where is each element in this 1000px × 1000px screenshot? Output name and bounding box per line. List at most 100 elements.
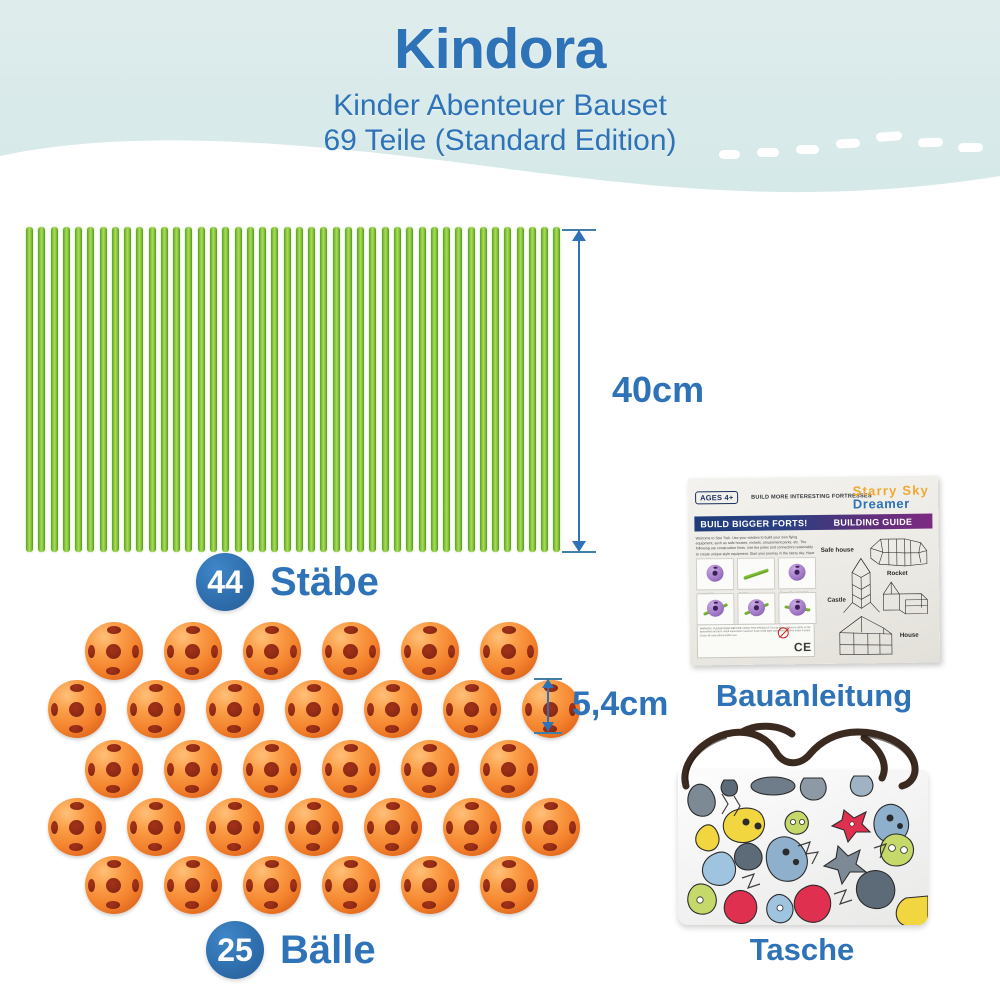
stick xyxy=(271,227,279,552)
ball-hole xyxy=(343,762,358,777)
manual-step-cell: 5. keep the angle correct xyxy=(737,592,776,630)
ball-hole xyxy=(502,860,516,868)
ball-hole xyxy=(307,684,321,692)
ball-hole xyxy=(290,645,297,658)
manual-sheet: AGES 4+ BUILD MORE INTERESTING FORTRESSE… xyxy=(687,475,941,666)
ball-hole xyxy=(211,645,218,658)
ball-hole xyxy=(501,667,515,675)
stick xyxy=(369,227,377,552)
ball-hole xyxy=(422,878,437,893)
ball-hole xyxy=(343,901,357,909)
ball-row xyxy=(20,798,580,856)
stick xyxy=(62,227,70,552)
ball-hole xyxy=(107,626,121,634)
ball-hole xyxy=(185,878,200,893)
bag-caption: Tasche xyxy=(749,932,855,967)
stick xyxy=(197,227,205,552)
stick xyxy=(50,227,58,552)
ball-hole xyxy=(290,763,297,776)
ball-hole xyxy=(385,702,400,717)
ball-hole xyxy=(253,703,260,716)
ball-hole xyxy=(422,901,436,909)
ball xyxy=(48,680,106,738)
ball-hole xyxy=(69,702,84,717)
ball-hole xyxy=(228,802,242,810)
ball-hole xyxy=(490,703,497,716)
stick xyxy=(553,227,561,552)
ball-hole xyxy=(422,667,436,675)
stick xyxy=(492,227,500,552)
sticks-count-circle: 44 xyxy=(196,553,254,611)
ball-hole xyxy=(306,702,321,717)
ball-hole xyxy=(464,820,479,835)
subtitle-line-1: Kinder Abenteuer Bauset xyxy=(333,89,667,122)
ball-hole xyxy=(290,879,297,892)
stick xyxy=(148,227,156,552)
ball xyxy=(48,798,106,856)
stick xyxy=(479,227,487,552)
manual-step-cell: 4. press rod into position xyxy=(696,592,735,631)
ball-hole xyxy=(344,744,358,752)
ball-hole xyxy=(569,703,576,716)
ball-hole xyxy=(501,878,516,893)
ball-hole xyxy=(88,879,95,892)
stick xyxy=(418,227,426,552)
ball-hole xyxy=(344,860,358,868)
ball-hole xyxy=(148,843,162,851)
ball-hole xyxy=(332,703,339,716)
ball xyxy=(480,622,538,680)
ball-hole xyxy=(465,802,479,810)
ball-hole xyxy=(422,644,437,659)
ball-hole xyxy=(246,879,253,892)
ball-hole xyxy=(167,645,174,658)
ball-hole xyxy=(543,702,558,717)
ball-hole xyxy=(446,821,453,834)
ball-hole xyxy=(422,762,437,777)
ball-hole xyxy=(343,667,357,675)
manual-step-cell: 1. connectors xyxy=(695,557,735,596)
ball-hole xyxy=(107,744,121,752)
ball-hole xyxy=(411,821,418,834)
ball-hole xyxy=(148,702,163,717)
ball-hole xyxy=(344,626,358,634)
ball-hole xyxy=(385,843,399,851)
figure-rocket xyxy=(839,556,884,615)
ball-hole xyxy=(264,644,279,659)
ball-hole xyxy=(527,763,534,776)
ball-hole xyxy=(464,702,479,717)
dimension-arrow-down-icon xyxy=(572,541,586,552)
manual-connector-ball-icon xyxy=(747,599,766,617)
ball-hole xyxy=(265,744,279,752)
manual-step-cell: 2. poles xyxy=(736,557,776,595)
ball xyxy=(85,740,143,798)
ball-hole xyxy=(448,879,455,892)
ball-hole xyxy=(265,626,279,634)
figure-label-safe-house: Safe house xyxy=(820,546,854,554)
stick xyxy=(430,227,438,552)
dimension-arrow-up-icon xyxy=(572,230,586,241)
instruction-manual-photo: AGES 4+ BUILD MORE INTERESTING FORTRESSE… xyxy=(687,475,941,666)
stick xyxy=(246,227,254,552)
ball-hole xyxy=(264,762,279,777)
ball-hole xyxy=(95,703,102,716)
ball-hole xyxy=(332,821,339,834)
figure-castle xyxy=(877,580,931,617)
ball-hole xyxy=(69,843,83,851)
ball-hole xyxy=(385,725,399,733)
ball-hole xyxy=(423,860,437,868)
ball-hole xyxy=(51,703,58,716)
stick xyxy=(185,227,193,552)
ball-row xyxy=(20,680,580,738)
stick xyxy=(222,227,230,552)
storage-bag-photo xyxy=(652,722,952,927)
ball-hole xyxy=(367,703,374,716)
manual-connector-ball-icon xyxy=(706,599,725,618)
ball-hole xyxy=(228,684,242,692)
stick xyxy=(344,227,352,552)
ball-hole xyxy=(209,821,216,834)
ball-hole xyxy=(264,878,279,893)
ball-hole xyxy=(525,821,532,834)
sticks-dimension-label: 40cm xyxy=(612,369,705,410)
stick xyxy=(26,227,33,552)
ball-hole xyxy=(325,879,332,892)
